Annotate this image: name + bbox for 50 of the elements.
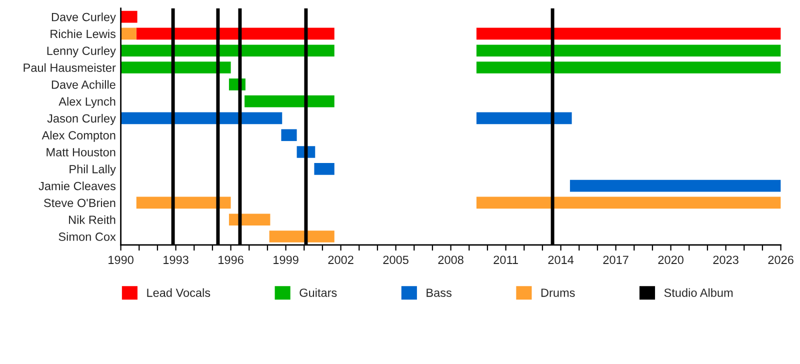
legend-label: Guitars [300,288,337,297]
bar [476,62,781,74]
x-tick-label: 2002 [328,256,354,264]
bar [476,44,781,57]
legend-label: Drums [541,288,575,297]
bar [136,28,334,40]
legend-label: Studio Album [664,288,733,297]
bar [314,163,334,175]
bar [120,44,334,57]
y-tick-label: Paul Hausmeister [24,63,116,72]
bar [269,230,334,242]
bar [120,28,136,40]
y-tick-label: Steve O'Brien [44,198,116,208]
bar [570,180,781,192]
bar [228,214,270,226]
y-tick-label: Lenny Curley [47,46,116,58]
y-tick-label: Richie Lewis [50,29,116,38]
x-tick-label: 1999 [274,256,298,264]
x-tick-label: 2020 [658,256,684,264]
x-tick-label: 2014 [548,256,574,264]
bar [120,112,282,124]
x-tick-label: 2011 [494,256,518,264]
legend-label: Bass [426,288,452,297]
x-tick-label: 1990 [108,256,134,264]
y-tick-label: Simon Cox [58,232,116,241]
y-tick-label: Jamie Cleaves [38,182,116,190]
bar [120,62,231,74]
y-tick-label: Alex Lynch [58,97,116,108]
y-tick-label: Nik Reith [69,215,116,224]
bar [476,196,781,209]
x-tick-label: 2023 [713,256,738,264]
x-tick-label: 1996 [218,256,244,264]
x-tick-label: 2008 [438,256,464,264]
y-tick-label: Dave Achille [52,80,116,89]
y-tick-label: Matt Houston [46,148,116,156]
bar [476,28,781,40]
bar [476,112,572,124]
y-tick-label: Alex Compton [42,130,116,142]
bar [281,129,297,142]
x-tick-label: 2026 [768,256,794,264]
x-tick-label: 1993 [164,256,188,264]
y-tick-label: Phil Lally [70,164,116,176]
bar [244,95,334,108]
legend-label: Lead Vocals [147,288,210,297]
y-tick-label: Dave Curley [52,12,116,24]
y-tick-label: Jason Curley [47,114,116,125]
x-tick-label: 2005 [383,256,408,264]
bar [136,196,231,209]
bar [120,10,138,23]
x-tick-label: 2017 [603,256,628,264]
